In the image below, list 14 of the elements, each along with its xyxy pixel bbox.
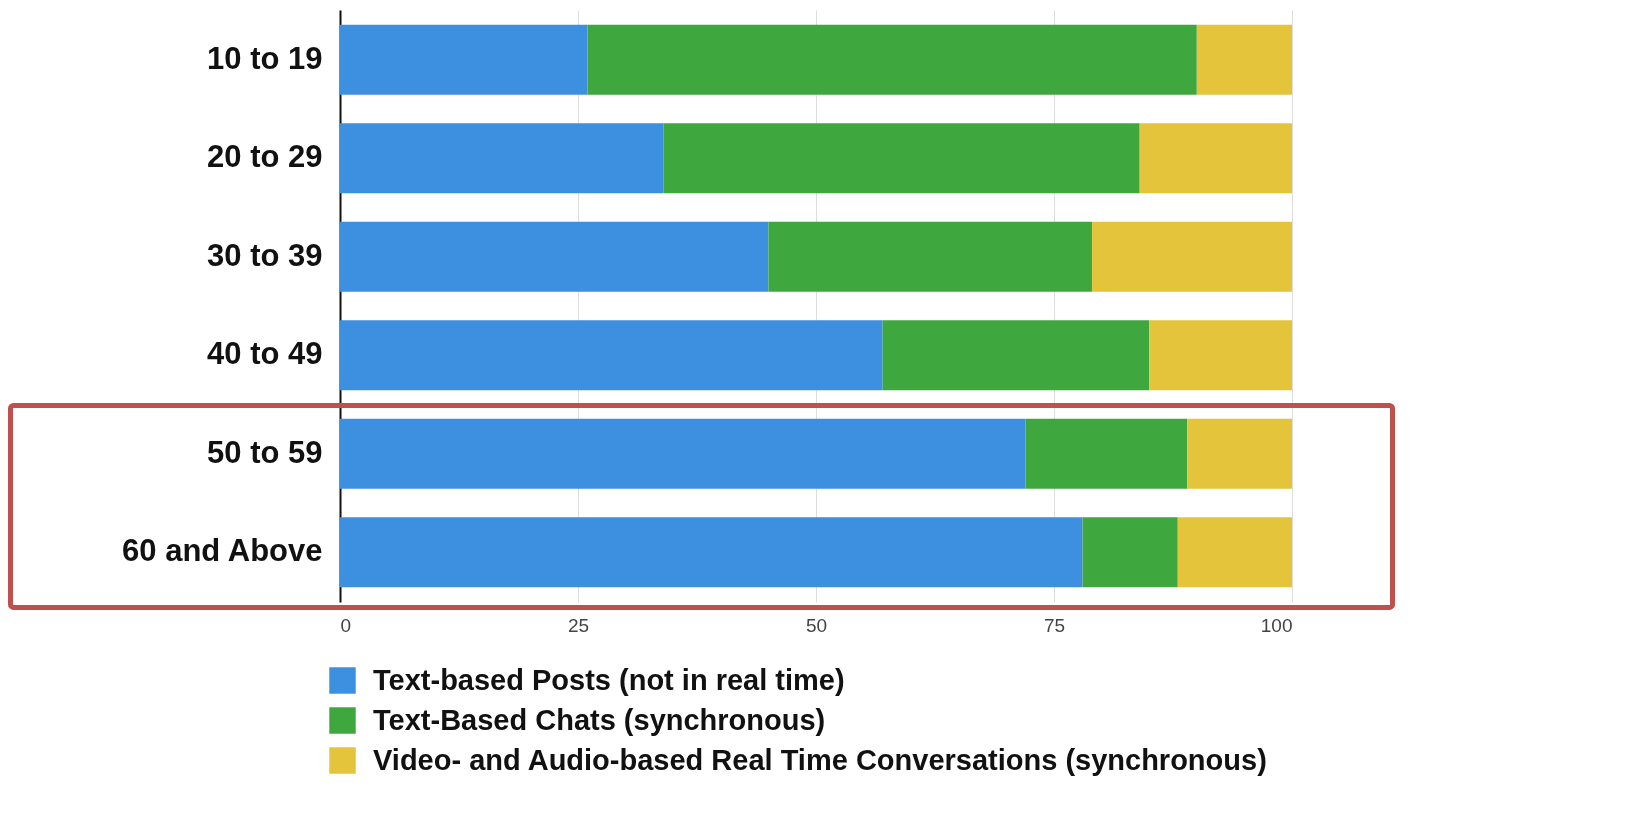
- y-tick-label: 20 to 29: [207, 139, 323, 175]
- legend-label: Video- and Audio-based Real Time Conversations (synchronous): [373, 743, 1267, 776]
- y-tick-label: 30 to 39: [207, 237, 323, 273]
- x-tick-label: 50: [805, 614, 828, 636]
- y-tick-label: 40 to 49: [207, 336, 323, 372]
- y-tick-label: 10 to 19: [207, 40, 323, 76]
- x-tick-label: 0: [340, 614, 352, 636]
- legend-label: Text-based Posts (not in real time): [373, 663, 845, 696]
- y-tick-label: 50 to 59: [207, 434, 323, 470]
- legend-label: Text-Based Chats (synchronous): [373, 703, 826, 736]
- y-tick-label: 60 and Above: [122, 533, 323, 569]
- x-tick-label: 100: [1260, 614, 1293, 636]
- x-tick-label: 75: [1043, 614, 1066, 636]
- x-tick-label: 25: [567, 614, 590, 636]
